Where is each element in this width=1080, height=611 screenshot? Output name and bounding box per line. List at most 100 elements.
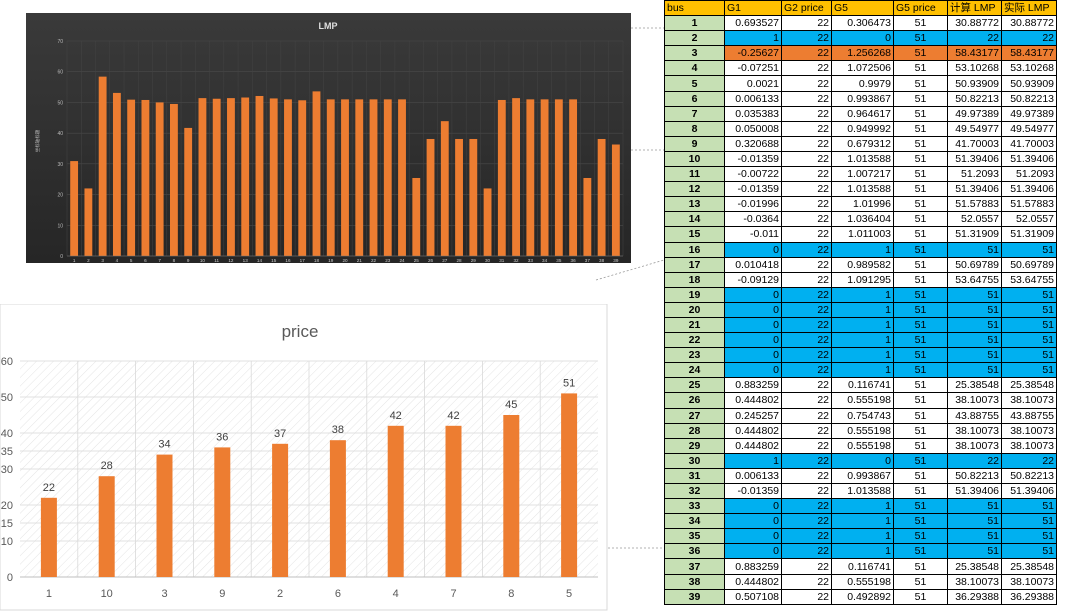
lmp-x-tick-label: 5 <box>130 258 133 263</box>
table-cell-act: 51 <box>1001 332 1057 349</box>
table-cell-g5: 1 <box>831 332 894 349</box>
lmp-x-tick-label: 1 <box>73 258 76 263</box>
table-cell-act: 51.31909 <box>1001 226 1057 243</box>
table-cell-bus: 26 <box>664 392 725 409</box>
table-cell-g2: 22 <box>781 422 832 439</box>
lmp-x-tick-label: 7 <box>158 258 161 263</box>
table-cell-g5: 0.989582 <box>831 256 894 273</box>
table-cell-g5: 0 <box>831 452 894 469</box>
table-cell-g2: 22 <box>781 120 832 137</box>
table-cell-calc: 38.10073 <box>947 437 1002 454</box>
table-cell-bus: 25 <box>664 377 725 394</box>
lmp-bar <box>141 99 150 256</box>
lmp-bar <box>426 138 435 256</box>
table-cell-act: 51 <box>1001 362 1057 379</box>
table-cell-g5: 1.011003 <box>831 226 894 243</box>
table-row: 12 -0.01359 22 1.013588 51 51.39406 51.39406 <box>664 181 1057 198</box>
table-cell-act: 51 <box>1001 301 1057 318</box>
price-x-tick-label: 4 <box>393 588 399 600</box>
table-cell-calc: 53.10268 <box>947 60 1002 77</box>
table-cell-calc: 51.31909 <box>947 226 1002 243</box>
lmp-x-tick-label: 14 <box>257 258 263 263</box>
table-cell-g5: 0.306473 <box>831 15 894 32</box>
table-cell-g5p: 51 <box>893 150 948 168</box>
bus-data-table: bus G1 G2 price G5 G5 price 计算 LMP 实际 LM… <box>664 0 1057 605</box>
table-cell-g5p: 51 <box>893 498 948 515</box>
table-cell-g2: 22 <box>781 150 832 168</box>
lmp-x-tick-label: 38 <box>599 258 605 263</box>
table-cell-g5p: 51 <box>893 241 948 258</box>
table-cell-g5p: 51 <box>893 528 948 545</box>
table-cell-bus: 3 <box>664 45 725 62</box>
table-cell-g1: 0 <box>724 347 782 364</box>
lmp-x-tick-label: 20 <box>342 258 348 263</box>
table-cell-g1: -0.07251 <box>724 60 782 77</box>
table-cell-g2: 22 <box>781 558 832 575</box>
table-row: 29 0.444802 22 0.555198 51 38.10073 38.10073 <box>664 437 1057 454</box>
table-cell-act: 25.38548 <box>1001 377 1057 394</box>
table-cell-g2: 22 <box>781 241 832 258</box>
table-cell-calc: 51 <box>947 332 1002 349</box>
table-cell-calc: 51.57883 <box>947 196 1002 213</box>
table-cell-g2: 22 <box>781 60 832 77</box>
price-bar <box>98 476 115 577</box>
table-cell-calc: 49.97389 <box>947 105 1002 122</box>
lmp-bar <box>583 177 592 256</box>
table-cell-calc: 36.29388 <box>947 588 1002 605</box>
table-cell-g2: 22 <box>781 513 832 530</box>
table-row: 5 0.0021 22 0.9979 51 50.93909 50.93909 <box>664 75 1057 92</box>
price-data-label: 38 <box>332 424 344 436</box>
lmp-x-tick-label: 31 <box>499 258 505 263</box>
lmp-x-tick-label: 8 <box>173 258 176 263</box>
table-cell-calc: 51 <box>947 347 1002 364</box>
lmp-x-tick-label: 37 <box>585 258 591 263</box>
table-cell-calc: 22 <box>947 452 1002 469</box>
table-row: 37 0.883259 22 0.116741 51 25.38548 25.38548 <box>664 558 1057 575</box>
lmp-bar <box>255 95 264 256</box>
table-cell-bus: 32 <box>664 482 725 500</box>
table-cell-g2: 22 <box>781 482 832 500</box>
lmp-x-tick-label: 3 <box>101 258 104 263</box>
table-cell-g5p: 51 <box>893 301 948 318</box>
table-cell-calc: 22 <box>947 30 1002 47</box>
table-cell-g1: 0 <box>724 286 782 303</box>
table-row: 9 0.320688 22 0.679312 51 41.70003 41.70003 <box>664 135 1057 152</box>
table-cell-g2: 22 <box>781 45 832 62</box>
table-cell-act: 49.54977 <box>1001 120 1057 137</box>
table-cell-g1: -0.011 <box>724 226 782 243</box>
table-cell-g2: 22 <box>781 407 832 424</box>
lmp-bar <box>212 98 221 256</box>
table-cell-g5p: 51 <box>893 482 948 500</box>
table-cell-g5: 1 <box>831 301 894 318</box>
price-bar <box>272 443 289 577</box>
table-cell-bus: 17 <box>664 256 725 273</box>
table-header-row: bus G1 G2 price G5 G5 price 计算 LMP 实际 LM… <box>664 0 1057 17</box>
table-cell-g1: 0.010418 <box>724 256 782 273</box>
lmp-bar <box>326 99 335 256</box>
table-cell-g5p: 51 <box>893 392 948 409</box>
table-cell-g5: 1 <box>831 241 894 258</box>
col-header: G2 price <box>781 0 832 17</box>
price-x-tick-label: 5 <box>566 588 572 600</box>
price-bar <box>329 440 346 577</box>
table-row: 26 0.444802 22 0.555198 51 38.10073 38.10073 <box>664 392 1057 409</box>
table-cell-act: 58.43177 <box>1001 45 1057 62</box>
table-cell-g1: 0 <box>724 301 782 318</box>
table-cell-act: 50.93909 <box>1001 75 1057 92</box>
table-cell-g5p: 51 <box>893 407 948 424</box>
table-cell-g5: 1.013588 <box>831 482 894 500</box>
table-cell-g5p: 51 <box>893 558 948 575</box>
lmp-x-tick-label: 4 <box>116 258 119 263</box>
table-cell-bus: 24 <box>664 362 725 379</box>
table-cell-calc: 51 <box>947 241 1002 258</box>
table-cell-bus: 16 <box>664 241 725 258</box>
lmp-bar <box>70 161 79 256</box>
lmp-bar <box>554 99 563 256</box>
table-cell-g5p: 51 <box>893 271 948 288</box>
table-cell-g2: 22 <box>781 15 832 32</box>
table-cell-calc: 41.70003 <box>947 135 1002 152</box>
table-cell-calc: 51 <box>947 286 1002 303</box>
table-cell-g5: 1.007217 <box>831 166 894 183</box>
table-cell-bus: 28 <box>664 422 725 439</box>
table-cell-g5: 0.993867 <box>831 90 894 107</box>
